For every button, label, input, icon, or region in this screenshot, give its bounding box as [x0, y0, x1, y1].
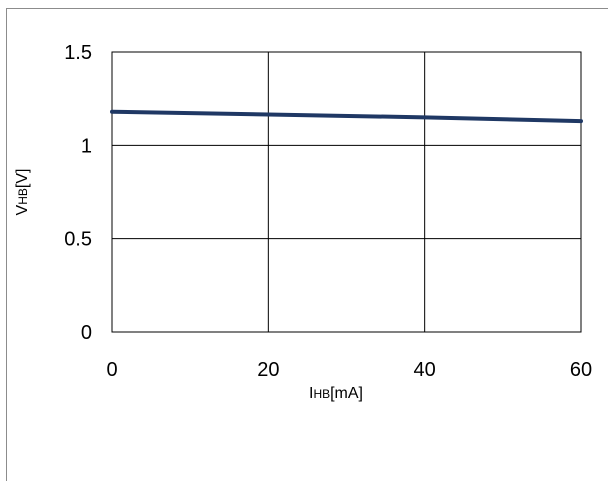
- y-axis-label: VHB[V]: [14, 169, 31, 216]
- x-axis-label: IHB[mA]: [309, 385, 363, 402]
- y-axis-label-sub: HB: [16, 188, 30, 205]
- series-layer: [110, 109, 583, 124]
- x-tick-label: 0: [106, 359, 117, 381]
- y-axis-label-unit: [V]: [14, 169, 31, 189]
- y-tick-label: 1.5: [64, 42, 92, 64]
- grid-lines: [111, 51, 582, 333]
- x-axis-label-unit: [mA]: [330, 385, 363, 402]
- x-tick-label: 40: [414, 359, 436, 381]
- y-tick-label: 0: [81, 322, 92, 344]
- y-axis-label-main: V: [14, 204, 31, 215]
- series-line: [110, 109, 583, 124]
- x-tick-label: 60: [570, 359, 592, 381]
- y-tick-labels: 0 0.5 1 1.5: [64, 42, 92, 344]
- x-tick-label: 20: [257, 359, 279, 381]
- chart-frame: [6, 8, 608, 481]
- y-tick-label: 1: [81, 135, 92, 157]
- x-tick-labels: 0 20 40 60: [106, 359, 592, 381]
- x-axis-label-main: I: [309, 385, 313, 402]
- plot-area: [111, 51, 582, 333]
- y-tick-label: 0.5: [64, 229, 92, 251]
- x-axis-label-sub: HB: [313, 387, 330, 401]
